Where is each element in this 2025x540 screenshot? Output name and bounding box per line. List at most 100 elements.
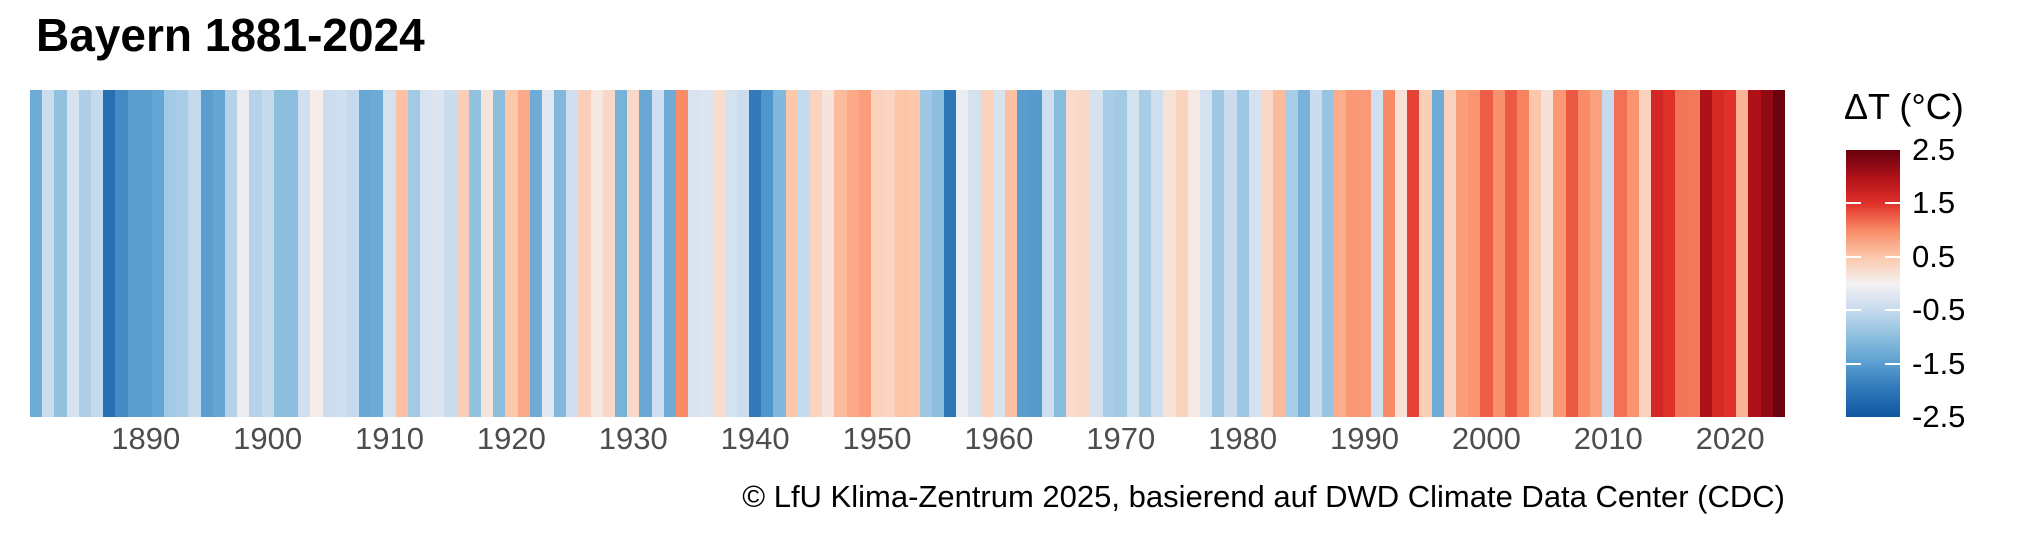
stripe — [578, 90, 591, 417]
stripe — [1650, 90, 1664, 417]
stripe — [1736, 90, 1749, 417]
stripe — [1395, 90, 1408, 417]
stripe — [627, 90, 640, 417]
stripe — [346, 90, 360, 417]
stripe — [1065, 90, 1079, 417]
stripe — [663, 90, 676, 417]
stripe — [883, 90, 896, 417]
stripe — [1126, 90, 1140, 417]
stripe — [1748, 90, 1761, 417]
stripe — [1480, 90, 1493, 417]
stripe — [273, 90, 286, 417]
stripe — [1407, 90, 1420, 417]
stripe — [188, 90, 201, 417]
stripe — [1273, 90, 1286, 417]
stripe — [225, 90, 238, 417]
stripe — [1212, 90, 1225, 417]
stripe — [1151, 90, 1164, 417]
stripe — [1529, 90, 1542, 417]
stripe — [90, 90, 104, 417]
stripe — [956, 90, 969, 417]
stripe — [1711, 90, 1725, 417]
stripe — [127, 90, 140, 417]
x-axis-tick-label: 2020 — [1695, 421, 1765, 456]
stripe — [1638, 90, 1651, 417]
x-axis-tick-label: 1890 — [111, 421, 181, 456]
colorbar-tick-mark — [1846, 362, 1861, 365]
stripe — [66, 90, 79, 417]
stripe — [980, 90, 993, 417]
stripe — [249, 90, 262, 417]
stripe — [1492, 90, 1505, 417]
x-axis-tick-label: 2000 — [1451, 421, 1521, 456]
stripe — [285, 90, 299, 417]
stripe — [395, 90, 408, 417]
stripe — [675, 90, 689, 417]
stripe — [822, 90, 835, 417]
stripe — [298, 90, 311, 417]
stripe — [968, 90, 981, 417]
chart-title: Bayern 1881-2024 — [36, 9, 425, 61]
colorbar-tick-label: 2.5 — [1912, 132, 1956, 167]
stripe — [846, 90, 859, 417]
stripe — [541, 90, 555, 417]
stripe — [1455, 90, 1469, 417]
stripe — [1224, 90, 1237, 417]
stripe — [54, 90, 67, 417]
x-axis-tick-label: 1970 — [1086, 421, 1156, 456]
stripe — [1236, 90, 1249, 417]
stripe — [1102, 90, 1115, 417]
stripe — [1005, 90, 1018, 417]
stripe — [78, 90, 91, 417]
stripe — [103, 90, 116, 417]
stripe — [371, 90, 384, 417]
stripe — [444, 90, 457, 417]
stripe — [176, 90, 189, 417]
stripe — [237, 90, 250, 417]
stripe — [554, 90, 567, 417]
stripes-plot — [30, 90, 1785, 417]
x-axis-tick-label: 1960 — [964, 421, 1034, 456]
stripe — [797, 90, 810, 417]
stripe — [164, 90, 177, 417]
stripe — [151, 90, 165, 417]
stripe — [700, 90, 713, 417]
stripe — [334, 90, 347, 417]
stripe — [566, 90, 579, 417]
stripe — [261, 90, 274, 417]
stripe — [858, 90, 871, 417]
stripe — [1577, 90, 1590, 417]
stripe — [736, 90, 750, 417]
stripe — [931, 90, 945, 417]
stripe — [944, 90, 957, 417]
x-axis-tick-label: 1950 — [842, 421, 912, 456]
stripe — [724, 90, 737, 417]
stripe — [1187, 90, 1200, 417]
stripe — [1614, 90, 1627, 417]
stripe — [1382, 90, 1395, 417]
stripe — [432, 90, 445, 417]
stripe — [1626, 90, 1639, 417]
stripe — [1687, 90, 1700, 417]
stripe — [1285, 90, 1298, 417]
x-axis-tick-label: 1990 — [1330, 421, 1400, 456]
stripe — [834, 90, 847, 417]
stripe — [1590, 90, 1603, 417]
stripe — [1017, 90, 1030, 417]
colorbar-tick-mark — [1885, 202, 1900, 205]
stripe — [42, 90, 55, 417]
stripe — [139, 90, 152, 417]
stripe — [1772, 90, 1785, 417]
colorbar-tick-mark — [1885, 362, 1900, 365]
stripe — [1553, 90, 1566, 417]
stripe — [1516, 90, 1530, 417]
colorbar-tick-mark — [1846, 309, 1861, 312]
stripe — [1200, 90, 1213, 417]
stripe — [1163, 90, 1176, 417]
stripe — [30, 90, 43, 417]
stripe — [517, 90, 530, 417]
stripe — [468, 90, 481, 417]
stripe — [895, 90, 908, 417]
stripe — [1675, 90, 1688, 417]
